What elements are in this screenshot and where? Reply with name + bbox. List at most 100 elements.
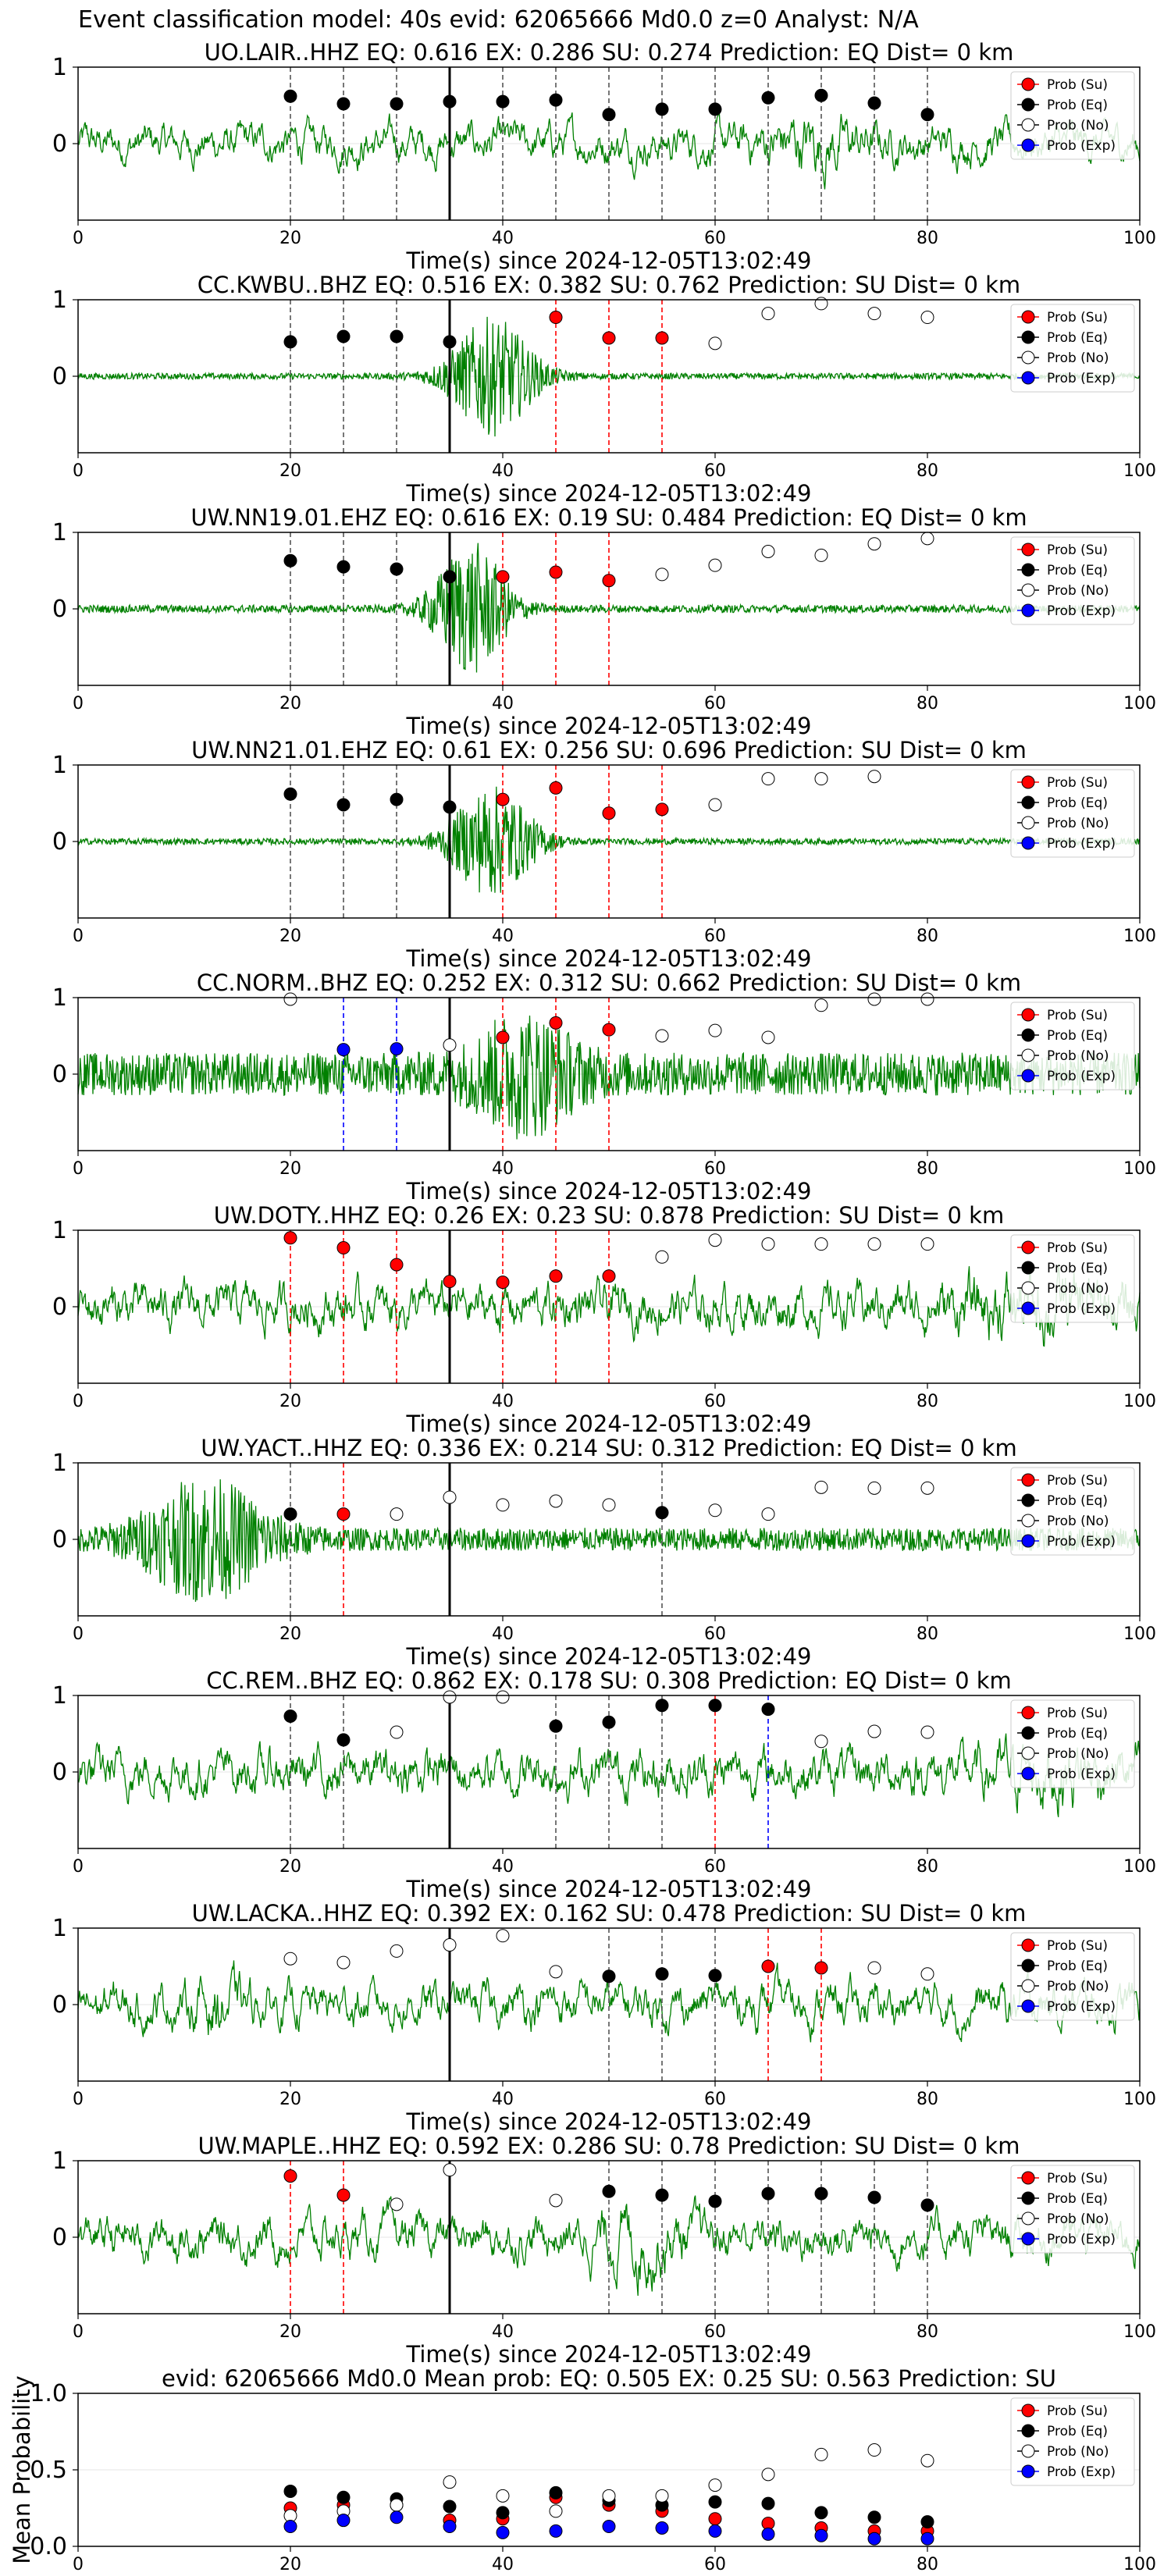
x-tick-label: 80	[917, 229, 938, 248]
prob-point-su	[602, 1269, 616, 1283]
panel-title: CC.NORM..BHZ EQ: 0.252 EX: 0.312 SU: 0.6…	[197, 970, 1021, 996]
legend-marker-su	[1021, 543, 1035, 557]
mean-point-eq	[443, 2500, 457, 2514]
x-tick-label: 60	[704, 694, 726, 713]
mean-point-exp	[814, 2528, 828, 2542]
mean-point-no	[549, 2504, 563, 2518]
prob-point-no	[655, 568, 669, 582]
legend-marker-no	[1021, 1979, 1035, 1993]
prob-point-no	[708, 1233, 722, 1247]
legend-label-eq: Prob (Eq)	[1047, 98, 1108, 113]
legend-marker-eq	[1021, 795, 1035, 809]
panel-6: UW.YACT..HHZ EQ: 0.336 EX: 0.214 SU: 0.3…	[52, 1435, 1156, 1670]
legend-marker-eq	[1021, 2191, 1035, 2205]
legend-label-exp: Prob (Exp)	[1047, 2232, 1116, 2247]
prob-point-eq	[549, 93, 563, 107]
legend-label-no: Prob (No)	[1047, 1281, 1109, 1297]
legend-label-exp: Prob (Exp)	[1047, 371, 1116, 386]
prob-point-no	[920, 1725, 934, 1739]
x-tick-label: 20	[279, 1392, 301, 1411]
panel-3: UW.NN21.01.EHZ EQ: 0.61 EX: 0.256 SU: 0.…	[52, 737, 1156, 972]
mean-point-exp	[655, 2521, 669, 2535]
prob-point-eq	[761, 2186, 775, 2201]
prob-point-no	[443, 1690, 457, 1704]
x-tick-label: 100	[1123, 694, 1156, 713]
x-tick-label: 80	[917, 2322, 938, 2342]
legend-marker-no	[1021, 2211, 1035, 2226]
legend-label-eq: Prob (Eq)	[1047, 1028, 1108, 1044]
prob-point-su	[443, 1275, 457, 1289]
mean-point-exp	[602, 2520, 616, 2534]
legend-box	[1010, 1234, 1135, 1323]
legend-box	[1010, 536, 1135, 625]
y-tick-label: 0	[52, 1759, 67, 1786]
x-tick-label: 40	[492, 1857, 514, 1877]
x-tick-label: 40	[492, 2322, 514, 2342]
prob-point-eq	[443, 570, 457, 584]
legend-marker-eq	[1021, 1959, 1035, 1973]
prob-point-su	[602, 331, 616, 345]
legend-label-su: Prob (Su)	[1047, 1706, 1108, 1721]
prob-point-su	[549, 311, 563, 325]
panel-0: UO.LAIR..HHZ EQ: 0.616 EX: 0.286 SU: 0.2…	[52, 39, 1156, 274]
y-tick-label: 1	[52, 752, 67, 779]
x-tick-label: 40	[492, 694, 514, 713]
prob-point-eq	[336, 329, 351, 343]
x-tick-label: 20	[279, 2090, 301, 2109]
x-tick-label: 100	[1123, 1159, 1156, 1179]
prob-point-no	[761, 772, 775, 786]
y-tick-label: 0.0	[30, 2533, 67, 2560]
x-tick-label: 80	[917, 927, 938, 946]
x-tick-label: 20	[279, 461, 301, 481]
prob-point-no	[655, 1029, 669, 1043]
x-tick-label: 80	[917, 694, 938, 713]
mean-point-eq	[867, 2510, 881, 2524]
y-tick-label: 1	[52, 1217, 67, 1244]
prob-point-su	[814, 1961, 828, 1975]
legend-marker-exp	[1021, 1301, 1035, 1315]
x-tick-label: 100	[1123, 2322, 1156, 2342]
legend-marker-exp	[1021, 603, 1035, 617]
prob-point-eq	[390, 562, 404, 576]
panel-title: UW.YACT..HHZ EQ: 0.336 EX: 0.214 SU: 0.3…	[201, 1435, 1016, 1461]
x-tick-label: 60	[704, 1159, 726, 1179]
x-tick-label: 0	[73, 1392, 84, 1411]
legend-marker-eq	[1021, 330, 1035, 344]
x-tick-label: 20	[279, 1624, 301, 1644]
legend-marker-no	[1021, 1514, 1035, 1528]
x-tick-label: 20	[279, 2322, 301, 2342]
legend-label-su: Prob (Su)	[1047, 2171, 1108, 2186]
x-tick-label: 60	[704, 2555, 726, 2574]
prob-point-no	[496, 1690, 510, 1704]
prob-point-su	[549, 781, 563, 795]
legend-box	[1010, 304, 1135, 393]
prob-point-no	[496, 1929, 510, 1943]
mean-point-exp	[336, 2514, 351, 2528]
prob-point-eq	[655, 1506, 669, 1520]
x-axis-label: Time(s) since 2024-12-05T13:02:49	[406, 480, 812, 507]
figure-title: Event classification model: 40s evid: 62…	[78, 6, 919, 34]
x-tick-label: 60	[704, 229, 726, 248]
panel-title: CC.REM..BHZ EQ: 0.862 EX: 0.178 SU: 0.30…	[206, 1667, 1012, 1694]
prob-point-su	[602, 806, 616, 820]
panel-8: UW.LACKA..HHZ EQ: 0.392 EX: 0.162 SU: 0.…	[52, 1900, 1156, 2135]
x-tick-label: 0	[73, 927, 84, 946]
x-axis-label: Time(s) since 2024-12-05T13:02:49	[406, 713, 812, 739]
mean-point-eq	[336, 2490, 351, 2504]
prob-point-no	[920, 1481, 934, 1495]
legend-label-no: Prob (No)	[1047, 1979, 1109, 1994]
legend-label-no: Prob (No)	[1047, 350, 1109, 366]
prob-point-su	[336, 2188, 351, 2202]
legend-label-su: Prob (Su)	[1047, 1938, 1108, 1954]
prob-point-eq	[602, 108, 616, 122]
prob-point-no	[761, 307, 775, 321]
prob-point-no	[549, 2194, 563, 2208]
prob-point-no	[814, 297, 828, 311]
y-tick-label: 1	[52, 54, 67, 81]
mean-point-exp	[390, 2510, 404, 2524]
prob-point-no	[708, 798, 722, 812]
prob-point-eq	[655, 1967, 669, 1981]
x-tick-label: 60	[704, 2090, 726, 2109]
prob-point-su	[496, 570, 510, 584]
x-tick-label: 40	[492, 2090, 514, 2109]
